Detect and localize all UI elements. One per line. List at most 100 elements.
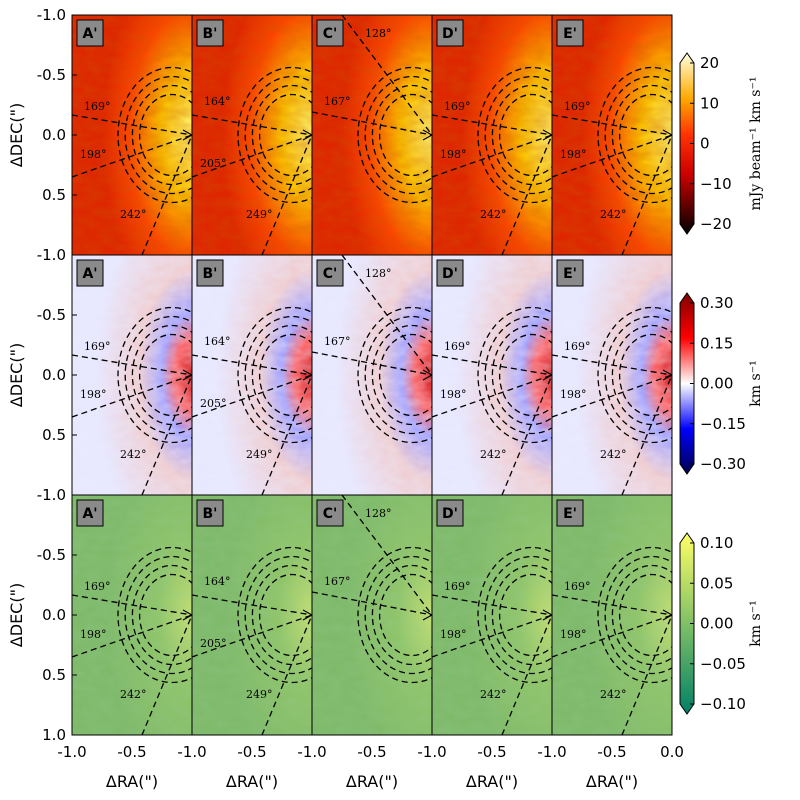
colorbar-tick-label: 0 (700, 135, 710, 153)
colorbar-tick-label: 20 (700, 54, 719, 72)
colorbar-intensity: 20 10 0 −10 −20 mJy beam⁻¹ km s⁻¹ (679, 52, 764, 235)
panel-label: C' (323, 26, 338, 42)
dashed-ray-2 (141, 614, 192, 735)
overlay-group: 169° 198° 242° (432, 66, 552, 255)
panel-label: E' (563, 506, 577, 522)
panel-label-box (556, 259, 584, 287)
angle-label: 169° (564, 580, 591, 593)
colorbar-tick-label: 0.10 (700, 534, 733, 552)
dashed-ray-2 (621, 374, 672, 495)
x-tick-label: -1.0 (417, 743, 446, 761)
overlay-group: 128° 167° (312, 255, 432, 444)
panel-dispersion-2: 128° 167° C' (311, 494, 433, 736)
dashed-ray-2 (621, 134, 672, 255)
panel-label: D' (442, 266, 458, 282)
overlay-group: 169° 198° 242° (552, 306, 672, 495)
dashed-ray-2 (501, 374, 552, 495)
overlay-group: 169° 198° 242° (432, 306, 552, 495)
y-axis-title: ΔDEC(") (7, 583, 26, 647)
dashed-ray-0 (341, 495, 432, 616)
dashed-ray-0 (72, 594, 192, 616)
dashed-ray-0 (341, 255, 432, 376)
angle-label: 205° (200, 637, 227, 650)
dashed-ray-1 (312, 591, 432, 616)
dashed-arc-3 (357, 306, 432, 444)
angle-label: 169° (84, 100, 111, 113)
dashed-arc-1 (611, 84, 672, 186)
panel-dispersion-1: 164° 205° 249° B' (191, 494, 313, 736)
x-tick-label: -0.5 (357, 743, 386, 761)
colorbar-tick-label: −10 (700, 175, 732, 193)
arrow-head (302, 129, 312, 141)
dashed-ray-0 (72, 114, 192, 136)
angle-label: 169° (564, 100, 591, 113)
dashed-ray-2 (621, 614, 672, 735)
dashed-ray-2 (501, 614, 552, 735)
arrow-head (662, 369, 672, 381)
panel-label: B' (203, 506, 218, 522)
angle-label: 242° (600, 688, 627, 701)
panel-label-box (556, 499, 584, 527)
dashed-arc-3 (237, 66, 312, 204)
dashed-arc-0 (258, 573, 312, 657)
angle-label: 198° (80, 388, 107, 401)
dashed-arc-2 (604, 75, 672, 195)
panel-label-box (196, 259, 224, 287)
panel-label-box (436, 19, 464, 47)
dashed-arc-3 (117, 66, 192, 204)
dashed-ray-1 (432, 374, 552, 418)
panel-velocity-3: 169° 198° 242° D' (431, 254, 553, 496)
dashed-arc-1 (131, 324, 192, 426)
dashed-arc-0 (618, 333, 672, 417)
dashed-ray-0 (552, 114, 672, 136)
x-tick-label: -1.0 (537, 743, 566, 761)
dashed-arc-1 (371, 324, 432, 426)
dashed-arc-3 (357, 66, 432, 204)
dashed-arc-0 (138, 93, 192, 177)
arrow-head (302, 369, 312, 381)
arrow-head (542, 129, 552, 141)
dashed-arc-3 (597, 306, 672, 444)
angle-label: 198° (440, 628, 467, 641)
dashed-arc-3 (117, 306, 192, 444)
arrow-head (422, 129, 432, 141)
dashed-ray-2 (261, 614, 312, 735)
panel-label: C' (323, 266, 338, 282)
angle-label: 169° (444, 580, 471, 593)
angle-label: 242° (600, 448, 627, 461)
dashed-arc-0 (618, 573, 672, 657)
panel-dispersion-0: 169° 198° 242° A' (71, 494, 193, 736)
panel-label-box (316, 19, 344, 47)
angle-label: 249° (246, 208, 273, 221)
overlay-group: 169° 198° 242° (552, 546, 672, 735)
dashed-arc-2 (604, 315, 672, 435)
x-axis-title: ΔRA(") (226, 772, 278, 791)
angle-label: 167° (324, 575, 351, 588)
dashed-arc-0 (378, 93, 432, 177)
dashed-arc-3 (477, 306, 552, 444)
dashed-ray-1 (312, 351, 432, 376)
y-tick-label: 1.0 (42, 726, 66, 744)
arrow-head (542, 369, 552, 381)
angle-label: 242° (120, 448, 147, 461)
y-axis-title: ΔDEC(") (7, 103, 26, 167)
axes-layer: -1.0 -0.5 0.0 0.5 ΔDEC(") -1.0 -0.5 0.0 0.5 ΔDEC(… (7, 6, 684, 791)
dashed-arc-3 (597, 546, 672, 684)
x-axis-title: ΔRA(") (106, 772, 158, 791)
dashed-ray-2 (141, 374, 192, 495)
y-tick-label: -0.5 (37, 546, 66, 564)
panel-dispersion-4: 169° 198° 242° E' (551, 494, 673, 736)
angle-label: 128° (365, 27, 392, 40)
overlay-group: 128° 167° (312, 15, 432, 204)
arrow-head (422, 609, 432, 621)
panel-label-box (556, 19, 584, 47)
dashed-ray-0 (192, 594, 312, 616)
arrow-head (182, 369, 192, 381)
dashed-ray-0 (432, 594, 552, 616)
colorbar-velocity: 0.30 0.15 0.00 −0.15 −0.30 km s⁻¹ (679, 292, 764, 475)
arrow-head (302, 609, 312, 621)
x-tick-label: -1.0 (177, 743, 206, 761)
dashed-ray-1 (72, 134, 192, 178)
overlay-group: 169° 198° 242° (72, 306, 192, 495)
dashed-arc-1 (491, 564, 552, 666)
